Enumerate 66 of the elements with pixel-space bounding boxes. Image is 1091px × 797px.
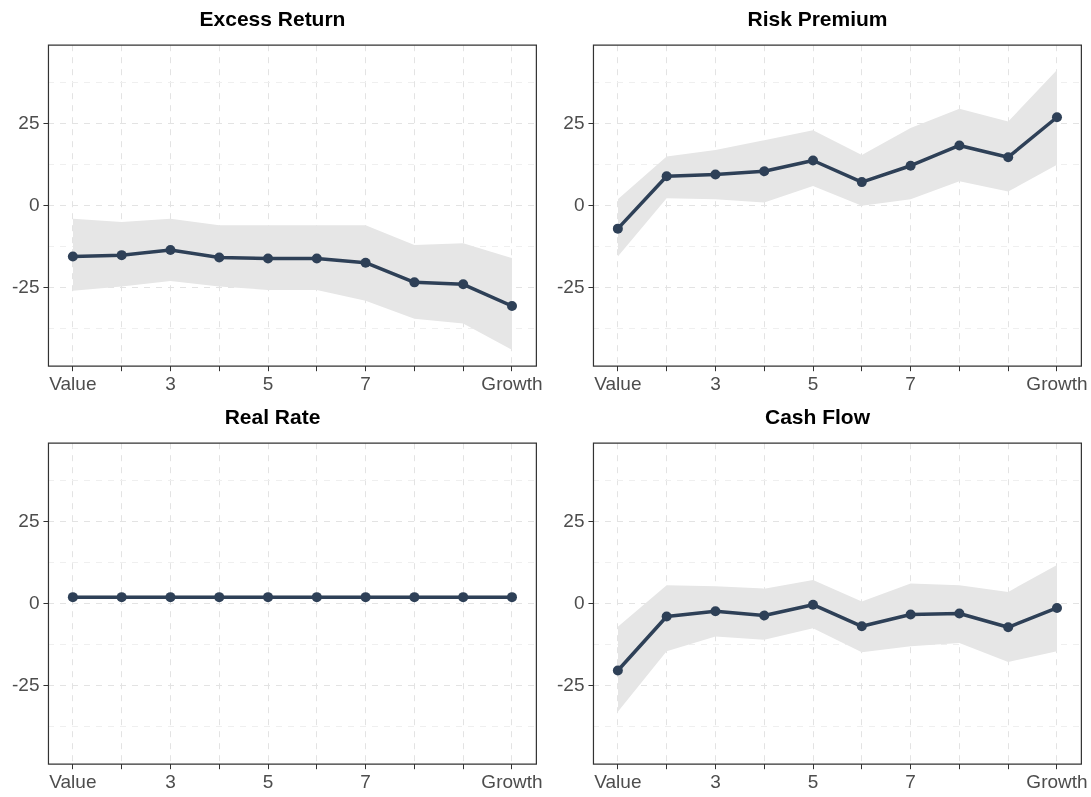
x-tick-label: 5: [262, 372, 274, 394]
point: [1051, 602, 1062, 613]
chart-title: Risk Premium: [747, 7, 888, 31]
x-tick-label: 7: [905, 770, 916, 792]
point: [1051, 112, 1062, 123]
point: [710, 169, 721, 180]
y-tick-label: 25: [563, 510, 585, 532]
point: [1003, 152, 1014, 163]
x-tick-label: Growth: [481, 770, 543, 792]
x-tick-label: 3: [165, 372, 176, 394]
point: [1003, 622, 1014, 633]
x-tick-label: 5: [807, 770, 819, 792]
point: [905, 609, 916, 620]
x-tick-label: Growth: [1026, 770, 1088, 792]
point: [360, 257, 371, 268]
y-tick-label: 0: [573, 591, 585, 613]
x-tick-label: 7: [360, 770, 371, 792]
x-tick-label: 3: [710, 770, 721, 792]
x-tick-label: Value: [594, 372, 642, 394]
x-tick-label: Value: [49, 372, 97, 394]
x-tick-label: Value: [594, 770, 642, 792]
x-tick-label: Growth: [481, 372, 543, 394]
point: [263, 253, 274, 264]
y-tick-label: 0: [28, 193, 40, 215]
point: [67, 251, 78, 262]
y-tick-label: -25: [11, 275, 40, 297]
y-tick-label: -25: [556, 275, 585, 297]
chart-title: Excess Return: [199, 7, 346, 31]
point: [661, 171, 672, 182]
y-tick-label: 0: [573, 193, 585, 215]
y-tick-label: -25: [11, 673, 40, 695]
y-tick-label: 25: [563, 112, 585, 134]
y-tick-label: 25: [18, 112, 40, 134]
point: [759, 166, 770, 177]
point: [808, 155, 819, 166]
chart-title: Real Rate: [224, 405, 321, 429]
point: [612, 223, 623, 234]
y-tick-label: 25: [18, 510, 40, 532]
x-tick-label: 7: [905, 372, 916, 394]
point: [409, 277, 420, 288]
point: [954, 140, 965, 151]
x-tick-label: Growth: [1026, 372, 1088, 394]
point: [759, 610, 770, 621]
point: [661, 611, 672, 622]
point: [214, 252, 225, 263]
x-tick-label: Value: [49, 770, 97, 792]
point: [808, 599, 819, 610]
x-tick-label: 5: [262, 770, 274, 792]
point: [506, 300, 517, 311]
point: [311, 253, 322, 264]
point: [710, 606, 721, 617]
x-tick-label: 3: [710, 372, 721, 394]
point: [856, 621, 867, 632]
y-tick-label: -25: [556, 673, 585, 695]
x-tick-label: 7: [360, 372, 371, 394]
y-tick-label: 0: [28, 591, 40, 613]
point: [856, 177, 867, 188]
point: [954, 608, 965, 619]
point: [116, 250, 127, 261]
point: [905, 160, 916, 171]
chart-title: Cash Flow: [764, 405, 871, 429]
point: [612, 665, 623, 676]
point: [165, 244, 176, 255]
x-tick-label: 3: [165, 770, 176, 792]
point: [458, 279, 469, 290]
x-tick-label: 5: [807, 372, 819, 394]
